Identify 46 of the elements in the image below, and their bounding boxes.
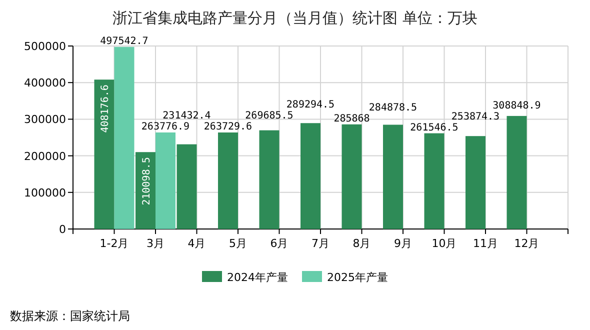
data-label: 284878.5 [368,102,418,114]
data-label: 497542.7 [100,36,148,47]
data-label: 263776.9 [141,121,190,132]
bar [342,124,362,229]
bar [94,80,114,229]
data-label: 261546.5 [410,122,458,134]
x-tick-label: 8月 [352,237,371,250]
legend-label: 2024年产量 [227,271,288,284]
y-tick-label: 500000 [24,40,66,53]
y-tick-label: 400000 [24,76,66,90]
x-tick-label: 4月 [188,237,206,250]
y-tick-label: 200000 [24,150,66,163]
data-label: 289294.5 [286,99,335,110]
bar [156,132,176,229]
bar [218,132,238,229]
y-tick-label: 0 [59,223,66,236]
bar [300,123,320,229]
x-tick-label: 7月 [312,237,330,250]
data-label: 269685.5 [245,110,294,122]
y-tick-label: 100000 [24,186,66,200]
data-label: 308848.9 [492,100,541,112]
data-label: 210098.5 [142,157,152,206]
x-tick-label: 10月 [432,237,457,250]
data-label: 253874.3 [451,111,500,122]
bar [466,136,486,229]
data-label: 231432.4 [162,110,211,122]
x-tick-label: 3月 [146,237,164,250]
source-note: 数据来源：国家统计局 [10,309,130,323]
legend-label: 2025年产量 [327,271,388,284]
bar [383,124,403,229]
bar [506,116,527,229]
bar [176,144,197,229]
chart-title: 浙江省集成电路产量分月（当月值）统计图 单位：万块 [112,9,478,27]
x-tick-label: 1-2月 [100,237,129,250]
y-tick-label: 300000 [24,113,66,126]
x-tick-label: 11月 [473,237,498,250]
data-label: 263729.6 [204,121,252,132]
x-tick-label: 5月 [229,237,247,250]
x-tick-label: 6月 [270,237,288,250]
x-tick-label: 12月 [514,237,540,250]
x-tick-label: 9月 [394,237,412,250]
bar [259,130,280,229]
data-label: 408176.6 [100,84,112,133]
bar [424,133,444,229]
bar [114,46,134,229]
data-label: 285868 [334,113,370,124]
